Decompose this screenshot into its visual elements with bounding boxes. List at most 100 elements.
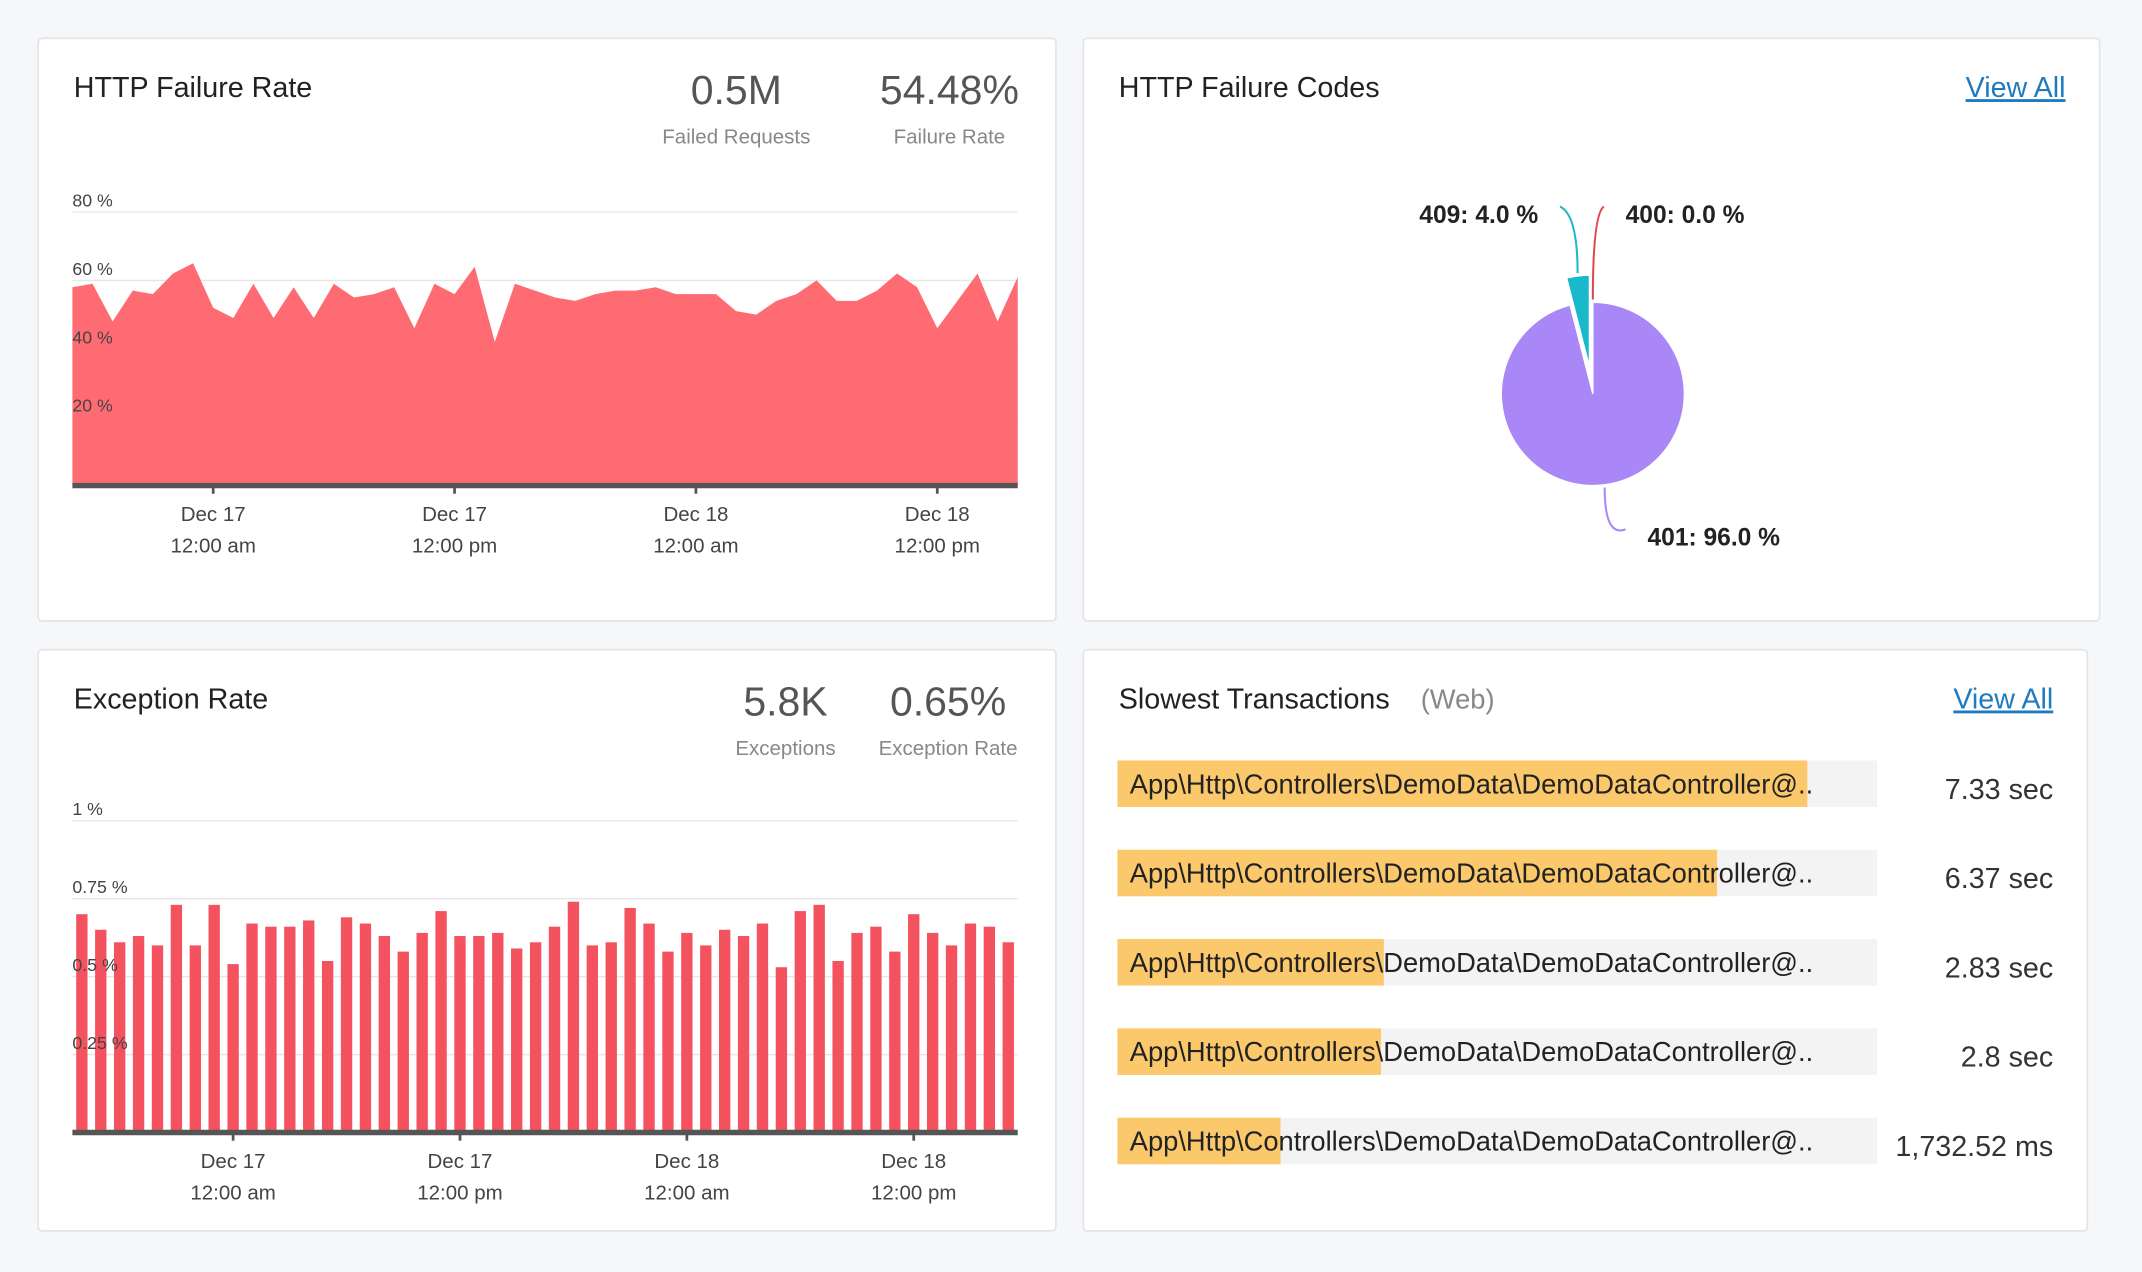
bar: [189, 945, 201, 1133]
panel-title: Exception Rate: [74, 683, 268, 715]
bar: [227, 964, 239, 1133]
duration-label: 2.83 sec: [1945, 952, 2053, 984]
bar: [775, 967, 788, 1133]
x-tick-sublabel: 12:00 pm: [417, 1181, 502, 1204]
area: [72, 263, 1018, 486]
pie-label: 409: 4.0 %: [1419, 202, 1538, 229]
bar: [1117, 1117, 1281, 1165]
transaction-name: App\Http\Controllers\DemoData\DemoDataCo…: [1130, 768, 1813, 799]
bar: [416, 932, 428, 1133]
x-tick-sublabel: 12:00 am: [653, 535, 738, 558]
pie-slice: [1500, 301, 1686, 487]
y-tick-label: 0.75 %: [72, 877, 127, 897]
stat-value: 5.8K: [743, 678, 827, 724]
x-tick-label: Dec 18: [905, 503, 970, 526]
x-tick-label: Dec 17: [201, 1150, 266, 1173]
bar: [719, 929, 731, 1133]
view-all-link[interactable]: View All: [1953, 683, 2053, 715]
panel: [1082, 37, 2101, 622]
bar: [813, 904, 825, 1133]
y-tick-label: 1 %: [72, 799, 103, 819]
stat-value: 54.48%: [880, 67, 1019, 113]
bar: [832, 960, 844, 1133]
bar: [851, 932, 863, 1133]
bar: [340, 917, 353, 1133]
bar: [170, 904, 183, 1133]
x-tick-sublabel: 12:00 pm: [895, 535, 980, 558]
bar: [945, 945, 958, 1133]
bar: [284, 926, 296, 1133]
bar: [397, 951, 409, 1133]
y-tick-label: 20 %: [72, 396, 113, 416]
bar: [605, 942, 617, 1133]
bar: [870, 926, 882, 1133]
bar: [737, 936, 750, 1133]
bar: [889, 951, 901, 1133]
stat-label: Exceptions: [735, 737, 835, 760]
bar: [1117, 939, 1384, 986]
bar: [983, 926, 996, 1133]
panel-title: HTTP Failure Rate: [74, 72, 312, 104]
bar: [321, 960, 334, 1133]
bar: [359, 923, 372, 1133]
duration-label: 1,732.52 ms: [1895, 1131, 2053, 1163]
leader-line: [1603, 487, 1626, 532]
transaction-name: App\Http\Controllers\DemoData\DemoDataCo…: [1130, 858, 1813, 889]
bar: [265, 926, 277, 1133]
stat-value: 0.65%: [890, 678, 1006, 724]
bar: [473, 936, 485, 1133]
bar: [548, 926, 561, 1133]
bar: [529, 942, 542, 1133]
x-tick-label: Dec 17: [422, 503, 487, 526]
bar: [303, 920, 315, 1133]
panel-title: HTTP Failure Codes: [1119, 72, 1380, 104]
leader-line: [1559, 205, 1579, 274]
x-tick-label: Dec 17: [428, 1150, 493, 1173]
stat-label: Failed Requests: [662, 126, 810, 149]
x-tick-sublabel: 12:00 am: [644, 1181, 729, 1204]
x-tick-sublabel: 12:00 am: [170, 535, 255, 558]
x-tick-label: Dec 18: [663, 503, 728, 526]
bar: [151, 945, 164, 1133]
bar: [492, 932, 504, 1133]
pie-label: 401: 96.0 %: [1647, 525, 1780, 552]
view-all-link[interactable]: View All: [1966, 72, 2066, 104]
x-tick-label: Dec 17: [181, 503, 246, 526]
bar: [1117, 760, 1808, 807]
y-tick-label: 60 %: [72, 259, 113, 279]
stat-label: Exception Rate: [879, 737, 1018, 760]
bar: [926, 932, 939, 1133]
bar: [1117, 849, 1717, 897]
bar: [794, 911, 806, 1133]
bar: [756, 923, 769, 1133]
bar: [1117, 1028, 1381, 1075]
y-tick-label: 0.5 %: [72, 955, 118, 975]
bar: [624, 907, 636, 1133]
stat-label: Failure Rate: [894, 126, 1006, 149]
bar: [113, 942, 126, 1133]
leader-line: [1591, 205, 1605, 300]
bar: [246, 923, 258, 1133]
panel-title: Slowest Transactions: [1119, 683, 1390, 715]
bar: [76, 914, 88, 1133]
bar: [681, 932, 693, 1133]
y-tick-label: 80 %: [72, 191, 113, 211]
transaction-name: App\Http\Controllers\DemoData\DemoDataCo…: [1130, 1036, 1813, 1067]
x-tick-sublabel: 12:00 am: [190, 1181, 275, 1204]
duration-label: 7.33 sec: [1945, 774, 2053, 806]
bar: [662, 951, 674, 1133]
duration-label: 2.8 sec: [1961, 1042, 2053, 1074]
bar: [567, 901, 580, 1133]
x-tick-sublabel: 12:00 pm: [871, 1181, 956, 1204]
bar: [700, 945, 712, 1133]
y-tick-label: 40 %: [72, 327, 113, 347]
bar: [964, 923, 977, 1133]
y-tick-label: 0.25 %: [72, 1033, 127, 1053]
x-tick-label: Dec 18: [881, 1150, 946, 1173]
bar: [95, 929, 107, 1133]
bar: [378, 936, 391, 1133]
duration-label: 6.37 sec: [1945, 863, 2053, 895]
transaction-name: App\Http\Controllers\DemoData\DemoDataCo…: [1130, 1126, 1813, 1157]
